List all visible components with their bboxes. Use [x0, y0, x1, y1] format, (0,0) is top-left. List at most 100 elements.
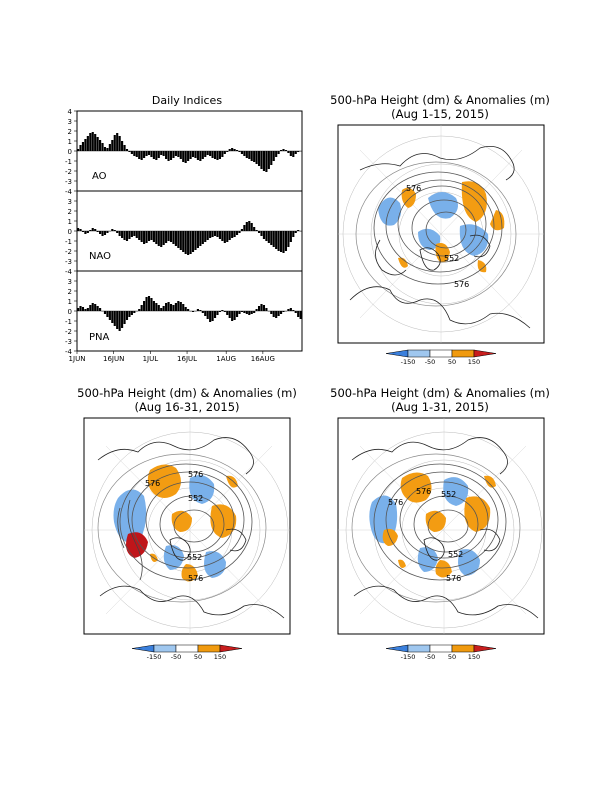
index-bar: [182, 151, 185, 162]
index-bar: [265, 151, 268, 172]
index-bar: [231, 311, 234, 321]
index-bar: [233, 231, 236, 237]
index-bar: [101, 231, 104, 236]
x-tick-label: 1JUN: [69, 355, 86, 363]
index-bar: [279, 311, 283, 314]
index-bar: [184, 231, 187, 254]
index-bar: [272, 311, 275, 317]
colorbar-label: -50: [425, 358, 436, 366]
y-tick-label: -2: [65, 248, 72, 256]
index-bar: [292, 310, 295, 311]
index-bar: [145, 151, 148, 156]
map3-content: 576 576 552 552 576: [338, 418, 544, 634]
index-bar: [121, 141, 124, 151]
y-tick-label: 1: [68, 218, 72, 226]
colorbar-label: 150: [214, 653, 226, 661]
index-bar: [96, 137, 99, 151]
x-tick-label: 1AUG: [216, 355, 236, 363]
index-bar: [130, 151, 133, 154]
y-tick-label: 3: [68, 278, 72, 286]
index-bar: [147, 151, 151, 155]
index-bar: [152, 301, 155, 311]
index-bar: [196, 231, 199, 248]
index-bar: [275, 151, 278, 157]
index-bar: [240, 229, 244, 231]
index-bar: [206, 231, 209, 240]
index-bar: [143, 151, 146, 158]
map2-contour-576a: 576: [145, 479, 160, 488]
index-bar: [299, 311, 302, 319]
index-bar: [226, 231, 229, 242]
map2-contour-576c: 576: [188, 574, 203, 583]
index-bar: [213, 311, 217, 318]
index-bar: [204, 311, 207, 316]
index-bar: [172, 305, 175, 311]
index-bar: [140, 305, 143, 311]
index-bar: [270, 311, 273, 314]
index-bar: [103, 147, 107, 151]
index-bar: [111, 311, 114, 323]
y-tick-label: 1: [68, 138, 72, 146]
index-bar: [265, 231, 268, 241]
index-bar: [243, 151, 246, 156]
index-bar: [201, 151, 204, 159]
index-bar: [116, 231, 119, 233]
index-bar: [187, 151, 190, 161]
index-bar: [231, 231, 234, 238]
map2-contour-552b: 552: [187, 553, 202, 562]
index-bar: [194, 151, 197, 158]
index-bar: [160, 231, 163, 247]
index-bar: [116, 311, 119, 329]
index-bar: [89, 133, 92, 151]
index-bar: [177, 301, 180, 311]
index-bar: [150, 298, 153, 311]
index-bar: [243, 311, 246, 313]
index-bar: [121, 311, 124, 328]
y-tick-label: -2: [65, 328, 72, 336]
index-bar: [111, 140, 114, 151]
index-bar: [182, 231, 185, 252]
index-bar: [123, 231, 126, 240]
index-bar: [262, 231, 266, 239]
index-bar: [206, 151, 209, 155]
index-bar: [165, 231, 168, 243]
index-bar: [238, 151, 241, 152]
index-bar: [152, 231, 155, 242]
index-bar: [179, 231, 182, 250]
x-tick-label: 1JUL: [143, 355, 159, 363]
index-bar: [221, 231, 224, 241]
index-bar: [79, 229, 82, 231]
map1-subtitle: (Aug 1-15, 2015): [391, 107, 489, 121]
index-bar: [147, 231, 151, 241]
index-bar: [275, 231, 278, 249]
index-bars: [77, 132, 302, 331]
y-tick-label: 0: [68, 308, 72, 316]
index-bar: [294, 311, 297, 313]
y-tick-label: -4: [65, 268, 73, 276]
index-bar: [133, 151, 136, 156]
index-ticks: 43210-1-2-3-43210-1-2-3-43210-1-2-3-41JU…: [65, 108, 275, 363]
index-bar: [191, 151, 195, 157]
index-bar: [233, 149, 236, 151]
map2-subtitle: (Aug 16-31, 2015): [134, 400, 239, 414]
index-bar: [289, 151, 292, 156]
index-bar: [226, 311, 229, 315]
map3-contour-576b: 576: [388, 498, 403, 507]
index-bar: [174, 151, 177, 156]
colorbar-label: 50: [448, 653, 456, 661]
colorbar-segment: [407, 644, 431, 653]
index-bar: [282, 231, 285, 253]
index-bar: [275, 311, 278, 318]
index-bar: [165, 303, 168, 311]
index-bar: [191, 231, 195, 252]
index-bar: [191, 311, 195, 312]
index-bar: [118, 231, 121, 236]
colorbar-segment: [451, 349, 475, 358]
index-bar: [253, 227, 256, 231]
y-tick-label: -1: [65, 238, 72, 246]
index-bar: [257, 231, 261, 233]
index-bar: [130, 311, 133, 315]
index-bar: [270, 151, 273, 165]
index-bar: [162, 151, 165, 156]
index-bar: [189, 231, 192, 254]
